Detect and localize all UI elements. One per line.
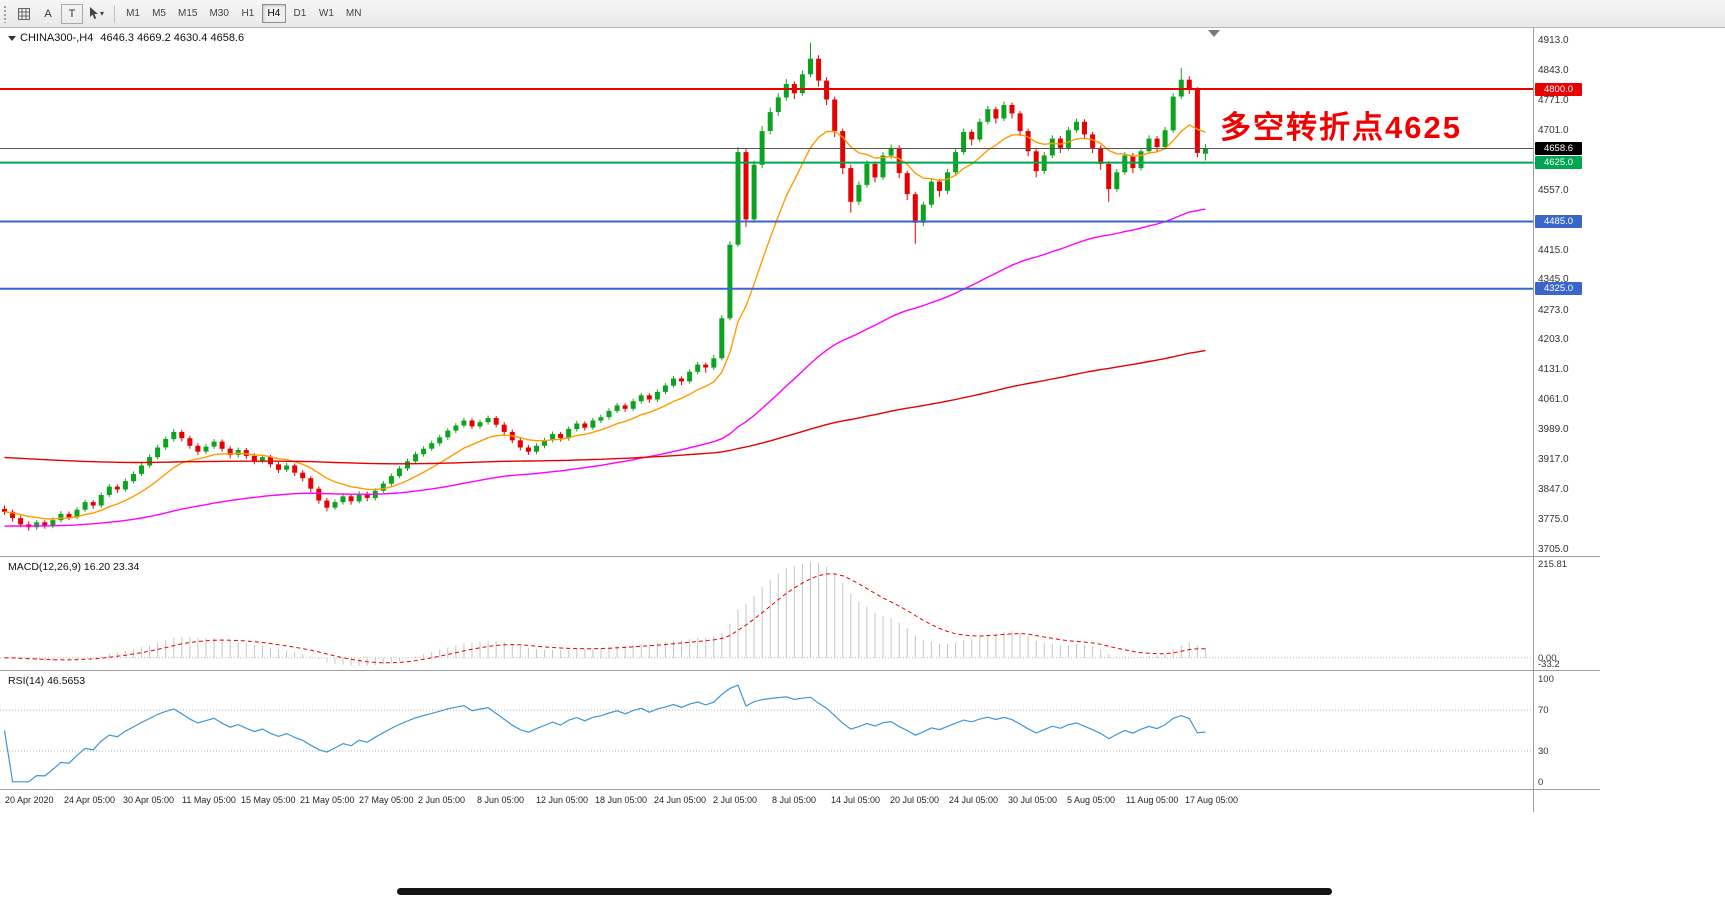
- timeframe-button-M15[interactable]: M15: [173, 4, 202, 23]
- rsi-line: [3, 684, 1206, 783]
- time-label: 24 Apr 05:00: [64, 795, 116, 805]
- time-label: 21 May 05:00: [300, 795, 355, 805]
- price-tick: 4415.0: [1538, 245, 1569, 256]
- time-label: 8 Jul 05:00: [772, 795, 817, 805]
- chart-headline: CHINA300-,H4 4646.3 4669.2 4630.4 4658.6: [8, 32, 244, 44]
- bottom-system-bar: [397, 888, 1332, 895]
- chart-shift-marker: [1208, 30, 1220, 37]
- macd-signal-line: [4, 573, 1206, 664]
- timeframe-button-D1[interactable]: D1: [288, 4, 312, 23]
- macd-scale-label: 215.81: [1538, 559, 1568, 570]
- rsi-label: RSI(14) 46.5653: [8, 675, 86, 687]
- price-tick: 3847.0: [1538, 484, 1569, 495]
- time-label: 18 Jun 05:00: [595, 795, 648, 805]
- price-badge-4625.0: 4625.0: [1535, 156, 1582, 169]
- time-label: 30 Jul 05:00: [1008, 795, 1058, 805]
- symbol-marker-icon: [8, 36, 16, 41]
- time-label: 24 Jul 05:00: [949, 795, 999, 805]
- price-tick: 3989.0: [1538, 424, 1569, 435]
- price-badge-4485.0: 4485.0: [1535, 215, 1582, 228]
- macd-label: MACD(12,26,9) 16.20 23.34: [8, 561, 140, 573]
- top-toolbar: A T ▾ M1 M5 M15 M30 H1 H4 D1 W1 MN: [0, 0, 1725, 28]
- cursor-icon: [89, 7, 99, 20]
- time-label: 20 Jul 05:00: [890, 795, 940, 805]
- time-label: 14 Jul 05:00: [831, 795, 881, 805]
- time-label: 15 May 05:00: [241, 795, 296, 805]
- time-label: 24 Jun 05:00: [654, 795, 707, 805]
- price-tick: 4913.0: [1538, 35, 1569, 46]
- time-label: 2 Jul 05:00: [713, 795, 758, 805]
- fast-ma-line: [4, 124, 1206, 520]
- timeframe-button-H1[interactable]: H1: [236, 4, 260, 23]
- time-label: 2 Jun 05:00: [418, 795, 466, 805]
- time-label: 30 Apr 05:00: [123, 795, 175, 805]
- timeframe-button-H4[interactable]: H4: [261, 4, 286, 23]
- template-button[interactable]: T: [61, 3, 83, 24]
- cursor-tool-button[interactable]: ▾: [85, 4, 108, 24]
- rsi-scale-label: 30: [1538, 746, 1549, 757]
- rsi-scale-label: 70: [1538, 705, 1549, 716]
- price-tick: 4061.0: [1538, 394, 1569, 405]
- timeframe-button-MN[interactable]: MN: [341, 4, 367, 23]
- text-annotation-button[interactable]: A: [37, 4, 59, 24]
- tile-windows-button[interactable]: [13, 4, 35, 24]
- price-tick: 4701.0: [1538, 125, 1569, 136]
- toolbar-drag-handle[interactable]: [3, 4, 8, 23]
- price-badge-4325.0: 4325.0: [1535, 282, 1582, 295]
- timeframe-button-W1[interactable]: W1: [314, 4, 339, 23]
- rsi-time-divider: [0, 789, 1600, 790]
- chart-symbol: CHINA300-,H4: [20, 32, 94, 44]
- macd-scale-label: -33.2: [1538, 659, 1560, 670]
- price-tick: 4345.0: [1538, 274, 1569, 285]
- price-badge-4658.6: 4658.6: [1535, 142, 1582, 155]
- toolbar-separator: [114, 4, 116, 23]
- time-label: 12 Jun 05:00: [536, 795, 589, 805]
- price-tick: 4203.0: [1538, 334, 1569, 345]
- main-chart-canvas[interactable]: [0, 28, 1533, 556]
- price-tick: 3917.0: [1538, 454, 1569, 465]
- price-tick: 4273.0: [1538, 305, 1569, 316]
- rsi-scale-label: 0: [1538, 777, 1544, 788]
- price-tick: 4557.0: [1538, 185, 1569, 196]
- chevron-down-icon: ▾: [100, 9, 105, 18]
- time-label: 11 May 05:00: [182, 795, 236, 805]
- time-label: 5 Aug 05:00: [1067, 795, 1116, 805]
- price-axis[interactable]: 4913.0 4843.0 4771.0 4701.0 4557.0 4415.0 4345…: [1533, 0, 1600, 812]
- main-macd-divider[interactable]: [0, 556, 1600, 557]
- price-tick: 4843.0: [1538, 65, 1569, 76]
- price-tick: 4131.0: [1538, 364, 1569, 375]
- rsi-scale-label: 100: [1538, 674, 1554, 685]
- time-label: 11 Aug 05:00: [1126, 795, 1179, 805]
- macd-scale-label: 0.00: [1538, 653, 1557, 664]
- price-badge-4800.0: 4800.0: [1535, 83, 1582, 96]
- chart-ohlc-values: 4646.3 4669.2 4630.4 4658.6: [100, 32, 245, 44]
- time-label: 27 May 05:00: [359, 795, 414, 805]
- time-label: 20 Apr 2020: [5, 795, 54, 805]
- timeframe-button-group: M1 M5 M15 M30 H1 H4 D1 W1 MN: [120, 4, 367, 23]
- price-tick: 4771.0: [1538, 95, 1569, 106]
- tile-windows-icon: [18, 7, 30, 20]
- price-axis-divider: [1533, 28, 1534, 812]
- timeframe-button-M1[interactable]: M1: [121, 4, 145, 23]
- text-annotation-label: A: [44, 7, 52, 20]
- time-label: 8 Jun 05:00: [477, 795, 525, 805]
- macd-panel-canvas[interactable]: [0, 557, 1533, 670]
- template-label: T: [68, 7, 76, 20]
- mid-ma-line: [4, 208, 1206, 527]
- rsi-panel-canvas[interactable]: [0, 671, 1533, 789]
- pivot-annotation-text[interactable]: 多空转折点4625: [1220, 110, 1462, 145]
- slow-ma-line: [4, 349, 1206, 465]
- candles-layer: [2, 42, 1208, 531]
- time-axis[interactable]: 20 Apr 2020 24 Apr 05:00 30 Apr 05:00 11 Ma…: [0, 790, 1600, 812]
- macd-histogram: [12, 561, 1206, 666]
- price-tick: 3775.0: [1538, 514, 1569, 525]
- price-tick: 3705.0: [1538, 544, 1569, 555]
- timeframe-button-M5[interactable]: M5: [147, 4, 171, 23]
- time-label: 17 Aug 05:00: [1185, 795, 1239, 805]
- macd-rsi-divider[interactable]: [0, 670, 1600, 671]
- timeframe-button-M30[interactable]: M30: [204, 4, 233, 23]
